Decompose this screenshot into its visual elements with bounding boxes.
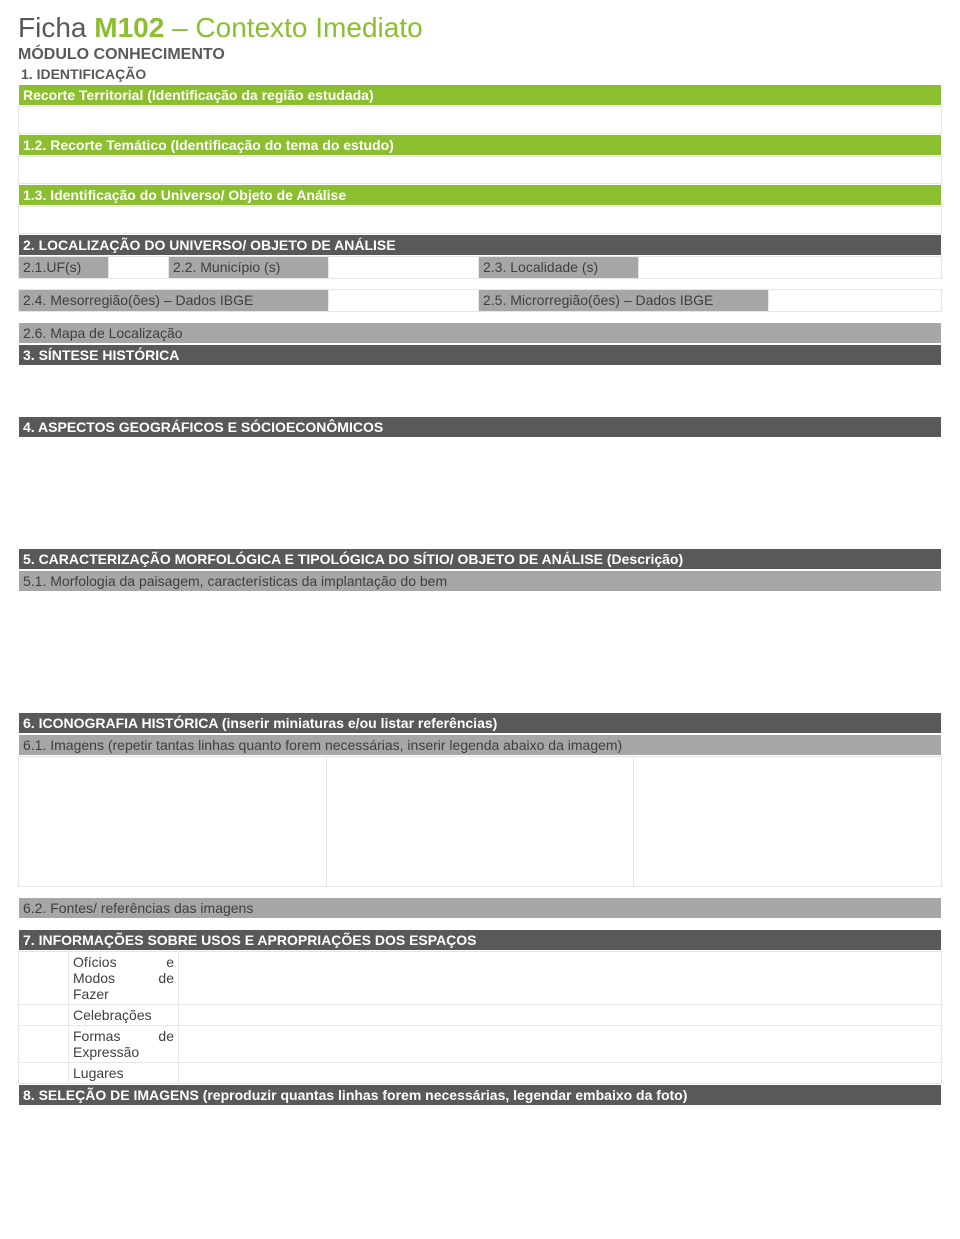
section-6a: 6.1. Imagens (repetir tantas linhas quan…	[18, 734, 942, 756]
input-1a[interactable]	[18, 106, 942, 134]
row-lugares: Lugares	[69, 1063, 179, 1084]
title-prefix: Ficha	[18, 12, 86, 43]
row-formas: Formas de Expressão	[69, 1026, 179, 1063]
section-7-heading: 7. INFORMAÇÕES SOBRE USOS E APROPRIAÇÕES…	[18, 929, 942, 951]
input-micro[interactable]	[769, 290, 942, 312]
input-formas[interactable]	[179, 1026, 942, 1063]
image-slot-3[interactable]	[634, 757, 942, 887]
section-1c: 1.3. Identificação do Universo/ Objeto d…	[18, 184, 942, 206]
section-5-heading: 5. CARACTERIZAÇÃO MORFOLÓGICA E TIPOLÓGI…	[18, 548, 942, 570]
row-celebracoes: Celebrações	[69, 1005, 179, 1026]
input-lugares[interactable]	[179, 1063, 942, 1084]
input-1c[interactable]	[18, 206, 942, 234]
section-1-heading: 1. IDENTIFICAÇÃO	[18, 64, 942, 84]
image-slot-2[interactable]	[326, 757, 634, 887]
title-code: M102	[94, 12, 164, 43]
label-uf: 2.1.UF(s)	[19, 257, 109, 279]
label-micro: 2.5. Microrregião(ões) – Dados IBGE	[479, 290, 769, 312]
input-3[interactable]	[18, 366, 942, 416]
input-celebracoes[interactable]	[179, 1005, 942, 1026]
row-oficios: Ofícios e Modos de Fazer	[69, 952, 179, 1005]
section-6-heading: 6. ICONOGRAFIA HISTÓRICA (inserir miniat…	[18, 712, 942, 734]
label-mapa: 2.6. Mapa de Localização	[18, 322, 942, 344]
input-1b[interactable]	[18, 156, 942, 184]
section-3-heading: 3. SÍNTESE HISTÓRICA	[18, 344, 942, 366]
input-5a[interactable]	[18, 592, 942, 712]
input-meso[interactable]	[329, 290, 479, 312]
label-localidade: 2.3. Localidade (s)	[479, 257, 639, 279]
section-6b: 6.2. Fontes/ referências das imagens	[18, 897, 942, 919]
module-subtitle: MÓDULO CONHECIMENTO	[18, 46, 942, 64]
input-localidade[interactable]	[639, 257, 942, 279]
table-2-row1: 2.1.UF(s) 2.2. Município (s) 2.3. Locali…	[18, 256, 942, 279]
table-6-images	[18, 756, 942, 887]
image-slot-1[interactable]	[19, 757, 327, 887]
section-4-heading: 4. ASPECTOS GEOGRÁFICOS E SÓCIOECONÔMICO…	[18, 416, 942, 438]
title-suffix: – Contexto Imediato	[172, 12, 423, 43]
table-2-row2: 2.4. Mesorregião(ões) – Dados IBGE 2.5. …	[18, 289, 942, 312]
label-meso: 2.4. Mesorregião(ões) – Dados IBGE	[19, 290, 329, 312]
input-uf[interactable]	[109, 257, 169, 279]
section-8-heading: 8. SELEÇÃO DE IMAGENS (reproduzir quanta…	[18, 1084, 942, 1106]
page-title: Ficha M102 – Contexto Imediato	[18, 12, 942, 44]
input-4[interactable]	[18, 438, 942, 548]
table-7: Ofícios e Modos de Fazer Celebrações For…	[18, 951, 942, 1084]
input-municipio[interactable]	[329, 257, 479, 279]
section-1a: Recorte Territorial (Identificação da re…	[18, 84, 942, 106]
label-municipio: 2.2. Município (s)	[169, 257, 329, 279]
section-2-heading: 2. LOCALIZAÇÃO DO UNIVERSO/ OBJETO DE AN…	[18, 234, 942, 256]
section-5a: 5.1. Morfologia da paisagem, característ…	[18, 570, 942, 592]
input-oficios[interactable]	[179, 952, 942, 1005]
section-1b: 1.2. Recorte Temático (Identificação do …	[18, 134, 942, 156]
